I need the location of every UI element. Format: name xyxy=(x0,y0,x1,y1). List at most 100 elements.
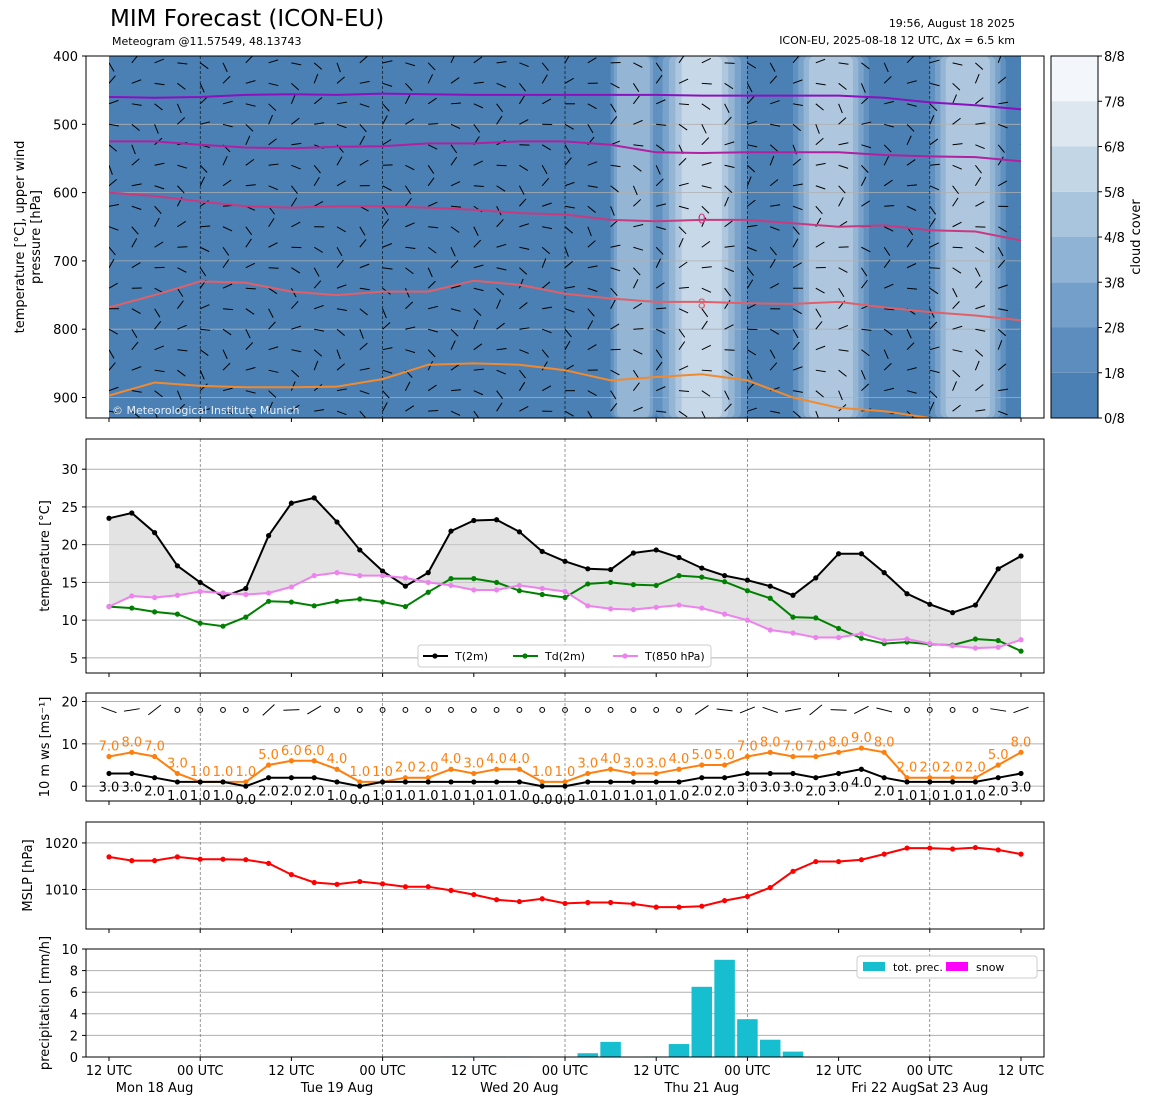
wind-barb xyxy=(975,349,984,357)
wind-barb xyxy=(245,226,253,236)
wind-barb xyxy=(678,237,684,248)
wind-barb xyxy=(123,708,140,712)
upper-ytick-label: 800 xyxy=(53,323,78,338)
gust-value-label: 8.0 xyxy=(1011,735,1032,750)
wind-barb xyxy=(336,363,345,371)
wind-barb xyxy=(222,75,231,84)
data-point-mean xyxy=(608,779,614,785)
wind-barb xyxy=(724,287,732,297)
calm-wind-marker xyxy=(630,707,637,713)
xtick-label: 00 UTC xyxy=(359,1064,405,1079)
wind-barb xyxy=(678,78,689,84)
data-point-gust xyxy=(266,762,272,768)
wind-barb xyxy=(359,342,368,351)
wind-barb xyxy=(747,246,757,252)
wind-barb xyxy=(633,119,643,125)
wind-barb xyxy=(154,162,165,166)
data-point-T(2m) xyxy=(220,594,226,600)
wind-barb xyxy=(906,367,917,371)
mean-wind-value-label: 3.0 xyxy=(783,780,804,795)
wind-barb xyxy=(701,162,712,166)
data-point-gust xyxy=(653,770,659,777)
wind-barb xyxy=(701,185,712,189)
data-point-T(850 hPa) xyxy=(699,605,705,611)
data-point-mean xyxy=(425,779,431,785)
wind-barb xyxy=(496,347,507,351)
wind-barb xyxy=(131,205,142,210)
wind-barb xyxy=(109,349,115,359)
gust-value-label: 2.0 xyxy=(395,761,416,776)
wind-barb xyxy=(405,349,416,354)
wind-barb xyxy=(724,164,735,169)
wind-barb xyxy=(359,135,366,146)
wind-barb xyxy=(747,407,758,412)
wind-barb xyxy=(359,367,370,371)
wind-barb xyxy=(815,410,819,418)
wind-barb xyxy=(199,164,208,173)
cloud-cover-band xyxy=(681,56,722,418)
wind-barb xyxy=(382,308,387,319)
wind-barb xyxy=(519,119,529,125)
calm-wind-marker xyxy=(904,707,910,713)
wind-barb xyxy=(860,176,867,187)
wind-barb xyxy=(131,79,142,84)
wind-barb xyxy=(313,267,320,277)
calm-wind-marker xyxy=(220,707,226,713)
wind-barb xyxy=(496,82,507,88)
data-point-gust xyxy=(995,762,1001,768)
upper-ylabel: temperature [°C], upper wind pressure [hP… xyxy=(13,141,44,334)
data-point-T(2m) xyxy=(152,530,158,536)
isotherm--8 xyxy=(109,140,1021,163)
wind-barb xyxy=(929,401,935,412)
wind-barb xyxy=(314,304,324,310)
calm-wind-marker xyxy=(607,707,614,713)
data-point-gust xyxy=(334,766,340,772)
wind-barb xyxy=(154,205,162,215)
data-point-gust xyxy=(516,766,523,772)
wind-barb xyxy=(815,287,825,294)
calm-wind-marker xyxy=(676,707,682,713)
wind-barb xyxy=(815,82,826,86)
mean-wind-value-label: 1.0 xyxy=(965,789,986,804)
wind-barb xyxy=(427,74,434,84)
wind-barb xyxy=(177,220,187,228)
wind-barb xyxy=(792,123,801,132)
wind-barb xyxy=(154,82,165,86)
wind-barb xyxy=(154,217,160,227)
wind-barb xyxy=(587,185,598,188)
wind-barb xyxy=(427,267,433,278)
wind-barb xyxy=(815,369,826,373)
wind-barb xyxy=(313,97,323,105)
wind-barb xyxy=(176,103,182,114)
data-point-gust xyxy=(1018,749,1024,755)
wind-barb xyxy=(262,704,275,716)
calm-wind-marker xyxy=(926,707,933,713)
precip-bar xyxy=(782,1051,804,1057)
isotherm-8 xyxy=(109,279,1021,322)
wind-barb xyxy=(473,308,482,317)
isotherm--16 xyxy=(109,92,1021,111)
data-point-T(850 hPa) xyxy=(494,587,500,593)
wind-barb xyxy=(245,287,256,290)
wind-barb xyxy=(952,221,962,228)
wind-barb xyxy=(854,705,869,715)
data-point-mean xyxy=(744,770,751,777)
wind-barb xyxy=(701,287,712,293)
mean-wind-value-label: 1.0 xyxy=(372,789,393,804)
wind-barb xyxy=(746,176,752,186)
wind-barb xyxy=(701,124,707,134)
wind-barb xyxy=(952,185,960,195)
wind-barb xyxy=(290,197,298,207)
mean-wind-value-label: 1.0 xyxy=(646,789,667,804)
data-point-T(850 hPa) xyxy=(1018,637,1024,643)
wind-barb xyxy=(883,283,894,289)
wind-barb xyxy=(997,328,1007,337)
wind-barb xyxy=(564,181,575,187)
mslp-ytick-label: 1010 xyxy=(45,883,78,898)
wind-barb xyxy=(427,177,435,187)
wind-barb xyxy=(541,385,552,392)
wind-barb xyxy=(518,381,526,391)
wind-barb xyxy=(177,324,187,330)
wind-barb xyxy=(770,204,781,207)
wind-barb xyxy=(336,226,346,233)
